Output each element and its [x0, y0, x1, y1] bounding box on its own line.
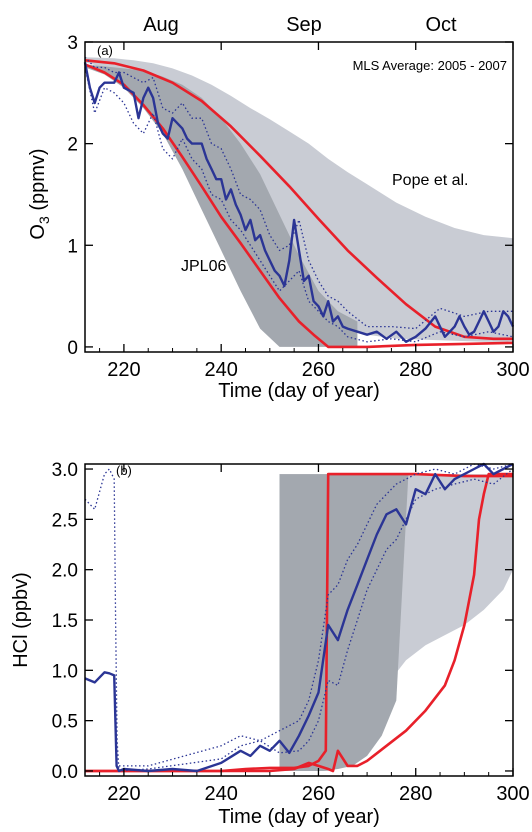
x-tick-label: 300 [496, 783, 529, 805]
x-tick-label: 300 [496, 359, 529, 381]
y-tick-label: 1.0 [52, 661, 78, 682]
x-tick-label: 260 [302, 783, 335, 805]
ozone-axis-ticks: 220 240 260 280 300 0 1 2 3 [67, 33, 529, 381]
hcl-y-axis-label: HCl (ppbv) [10, 572, 32, 668]
x-tick-label: 240 [204, 359, 237, 381]
month-label-aug: Aug [143, 14, 179, 36]
hcl-axis-ticks: 220 240 260 280 300 0.0 0.5 1.0 1.5 2.0 2.5 3.0 [52, 460, 530, 805]
model-range-band [85, 64, 358, 347]
mls-average-line [83, 62, 515, 343]
y-tick-label: 0 [67, 338, 78, 359]
ozone-panel: 220 240 260 280 300 0 1 2 3 (a) MLS Average: 200… [27, 33, 530, 402]
ozone-plot-frame [84, 41, 514, 353]
x-tick-label: 240 [204, 783, 237, 805]
y-tick-label: 2 [67, 135, 78, 156]
y-tick-label: 0.5 [52, 712, 78, 733]
y-tick-label: 3.0 [52, 460, 78, 481]
mls-range-dotted-line [84, 56, 513, 330]
mls-range-dotted-line [84, 67, 514, 343]
y-tick-label: 1.5 [52, 611, 78, 632]
model-series-line [84, 63, 514, 349]
x-tick-label: 280 [399, 783, 432, 805]
x-tick-label: 220 [107, 783, 140, 805]
hcl-panel-label: (b) [116, 463, 132, 478]
ozone-x-axis-label: Time (day of year) [218, 380, 380, 402]
x-tick-label: 220 [107, 359, 140, 381]
ozone-annotation: MLS Average: 2005 - 2007 [353, 58, 507, 73]
y-tick-label: 2.0 [52, 561, 78, 582]
month-label-oct: Oct [425, 14, 457, 36]
y-tick-label: 3 [67, 33, 78, 54]
model-series-line [85, 472, 513, 773]
ozone-panel-label: (a) [97, 43, 113, 58]
month-label-sep: Sep [286, 14, 322, 36]
ozone-series-lines [83, 56, 515, 349]
hcl-panel: 220 240 260 280 300 0.0 0.5 1.0 1.5 2.0 2.5 3.0 (b)… [10, 460, 530, 828]
ozone-y-axis-label: O3 (ppmv) [27, 148, 52, 239]
hcl-series-lines [84, 462, 514, 773]
model-label-jpl06: JPL06 [181, 258, 226, 275]
model-label-pope: Pope et al. [392, 172, 469, 189]
hcl-x-axis-label: Time (day of year) [218, 806, 380, 828]
y-tick-label: 1 [67, 236, 78, 257]
model-series-line [85, 472, 513, 773]
x-tick-label: 260 [302, 359, 335, 381]
y-tick-label: 0.0 [52, 762, 78, 783]
y-tick-label: 2.5 [52, 510, 78, 531]
ozone-model-bands [85, 57, 513, 347]
x-tick-label: 280 [399, 359, 432, 381]
